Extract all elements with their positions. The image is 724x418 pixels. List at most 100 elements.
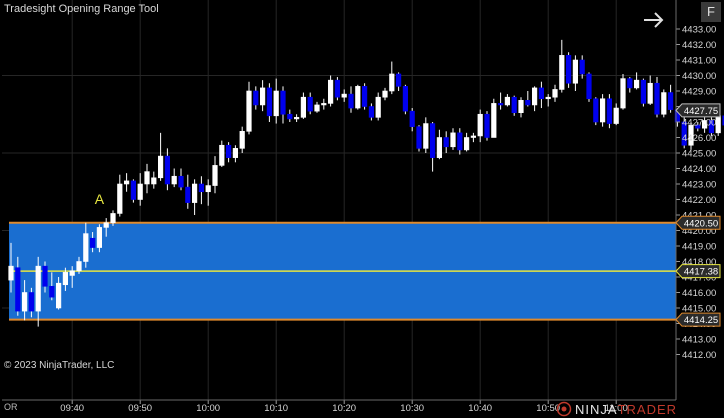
- candle-body: [518, 100, 524, 114]
- candle-body: [627, 78, 633, 89]
- price-marker-shape: [675, 215, 721, 230]
- candle-bearish: [667, 84, 674, 113]
- candle-bullish: [246, 81, 252, 135]
- candle-body: [266, 87, 273, 117]
- candle-body: [151, 177, 157, 185]
- candle-bullish: [96, 224, 102, 253]
- candle-body: [321, 103, 327, 106]
- time-tick-label: 09:50: [128, 403, 152, 414]
- candle-body: [178, 175, 184, 188]
- price-tick-label: 4427.00: [682, 118, 716, 129]
- candle-bearish: [640, 78, 646, 107]
- candle-bearish: [280, 86, 286, 124]
- candle-body: [137, 183, 143, 200]
- candle-bearish: [416, 125, 422, 152]
- candle-bearish: [198, 176, 205, 205]
- candle-bullish: [423, 117, 429, 153]
- copyright-text: © 2023 NinjaTrader, LLC: [4, 360, 115, 371]
- candle-body: [579, 59, 585, 75]
- candle-body: [640, 79, 646, 104]
- arrow-right-icon[interactable]: [641, 9, 667, 31]
- candle-bullish: [171, 168, 177, 188]
- candle-body: [654, 82, 660, 115]
- candle-body: [436, 137, 443, 158]
- candle-body: [559, 55, 565, 90]
- candle-bearish: [695, 122, 701, 132]
- candle-body: [21, 292, 28, 312]
- time-tick-label: 11:00: [605, 403, 628, 414]
- candle-body: [103, 222, 109, 228]
- candle-bullish: [715, 114, 721, 136]
- candle-bullish: [321, 98, 327, 110]
- candle-bearish: [565, 52, 572, 88]
- price-tick-label: 4433.00: [682, 25, 716, 36]
- price-tick-label: 4429.00: [682, 87, 716, 98]
- candle-bullish: [137, 173, 143, 206]
- candle-bearish: [586, 72, 592, 102]
- candle-body: [586, 73, 592, 100]
- candle-body: [565, 55, 572, 84]
- candle-body: [572, 59, 578, 84]
- candle-body: [375, 96, 381, 118]
- price-tick-label: 4420.00: [682, 226, 716, 237]
- candle-body: [531, 87, 538, 106]
- candle-body: [144, 171, 150, 185]
- candle-body: [327, 79, 334, 104]
- candle-body: [15, 267, 21, 312]
- price-tick-label: 4422.00: [682, 195, 716, 206]
- candle-bullish: [701, 117, 708, 133]
- candle-bullish: [55, 277, 62, 310]
- candle-body: [477, 113, 483, 137]
- price-tick-label: 4418.00: [682, 257, 716, 268]
- candle-bearish: [164, 148, 171, 191]
- candle-bullish: [151, 171, 157, 189]
- candle-body: [695, 124, 701, 129]
- candle-body: [389, 73, 395, 92]
- candle-body: [124, 180, 130, 185]
- candle-body: [212, 165, 218, 186]
- price-tick-label: 4430.00: [682, 71, 716, 82]
- candle-bearish: [90, 232, 96, 253]
- candle-body: [205, 185, 211, 193]
- candle-body: [42, 265, 48, 287]
- logo-text-trader: TRADER: [617, 401, 678, 417]
- candle-bullish: [35, 256, 41, 327]
- ninjatrader-logo-icon: [556, 401, 572, 417]
- candle-body: [35, 265, 41, 312]
- candle-bullish: [83, 222, 89, 268]
- time-tick-label: 10:50: [536, 403, 560, 414]
- candle-bullish: [688, 122, 694, 150]
- candle-body: [688, 124, 694, 146]
- price-marker-shape: [675, 312, 721, 327]
- candle-bullish: [300, 92, 307, 119]
- candle-bullish: [470, 132, 477, 143]
- candle-body: [681, 121, 687, 146]
- candle-body: [253, 90, 259, 106]
- candle-body: [382, 90, 388, 98]
- f-button[interactable]: F: [701, 2, 721, 22]
- price-tick-label: 4425.00: [682, 149, 716, 160]
- candle-body: [701, 120, 708, 129]
- candle-bullish: [21, 280, 28, 321]
- candle-bullish: [219, 140, 225, 167]
- range-price-marker: 4420.50: [675, 215, 721, 230]
- candle-bearish: [722, 115, 724, 126]
- price-axis[interactable]: 4412.004413.004414.004415.004416.004417.…: [675, 0, 721, 400]
- candle-bullish: [341, 89, 347, 102]
- time-axis[interactable]: 09:40 09:50 10:00 10:10 10:20 10:30 10:40 10:50…: [2, 399, 676, 414]
- candle-body: [62, 272, 68, 286]
- candle-bullish: [491, 98, 497, 138]
- candle-body: [8, 265, 14, 281]
- candle-bearish: [497, 92, 504, 110]
- candle-bullish: [572, 55, 578, 91]
- candle-bullish: [239, 126, 245, 153]
- candle-body: [450, 132, 456, 148]
- candle-bearish: [579, 55, 585, 79]
- candle-body: [171, 175, 177, 185]
- candle-bullish: [205, 179, 211, 206]
- candle-body: [511, 96, 517, 113]
- candle-bullish: [110, 210, 116, 226]
- candle-body: [232, 148, 239, 158]
- candle-bullish: [192, 179, 198, 215]
